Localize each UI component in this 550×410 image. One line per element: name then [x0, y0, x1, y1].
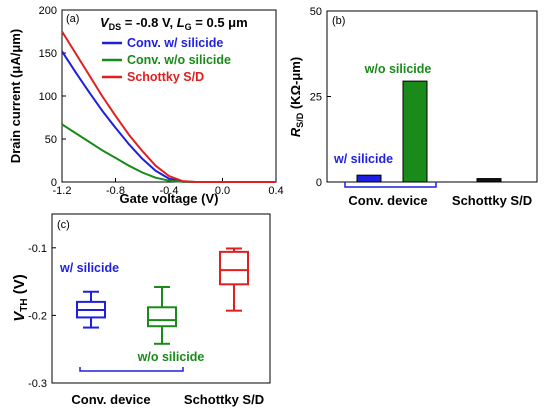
panel-a-series — [61, 30, 276, 183]
panel-b-annotation-without-silicide: w/o silicide — [364, 62, 432, 76]
panel-c-bracket-line — [79, 367, 184, 372]
panel-a-y-tick-label: 50 — [45, 134, 57, 146]
panel-b-y-tick-label: 0 — [316, 177, 322, 189]
panel-a-y-tick-label: 150 — [39, 48, 57, 60]
panel-b-bar-schottky-s-d — [476, 178, 502, 183]
panel-c-box-w-o-silicide — [147, 286, 177, 345]
panel-c-box-schottky-s-d-iqr — [219, 250, 249, 286]
panel-b-bars — [356, 80, 502, 183]
panel-a-line-schottky-s-d — [61, 30, 276, 183]
panel-b-y-tick-label: 50 — [310, 6, 322, 18]
panel-a-legend-entry-conv-w-silicide: Conv. w/ silicide — [127, 36, 223, 50]
panel-c-label: (c) — [57, 219, 70, 231]
panel-a-y-axis-label: Drain current (μA/μm) — [8, 29, 23, 163]
panel-b-y-ticks: 0 25 50 — [310, 6, 331, 189]
panel-a-y-ticks: 0 50 100 150 200 — [39, 5, 66, 189]
panel-b-bar-w-o-silicide — [402, 80, 428, 183]
panel-c-category-schottky: Schottky S/D — [184, 392, 264, 407]
panel-a-x-axis-label: Gate voltage (V) — [120, 191, 219, 206]
panel-b-label: (b) — [332, 15, 345, 27]
panel-c-annotation-with-silicide: w/ silicide — [59, 261, 119, 275]
panel-c-box-schottky-s-d — [219, 247, 249, 312]
panel-a-y-tick-label: 200 — [39, 5, 57, 17]
panel-c-box-w-silicide — [76, 290, 106, 329]
panel-c-annotation-without-silicide: w/o silicide — [137, 350, 205, 364]
panel-a-y-tick-label: 0 — [51, 177, 57, 189]
panel-a-x-tick-label: 0.4 — [268, 185, 283, 197]
panel-a-x-tick-label: -1.2 — [53, 185, 72, 197]
panel-a-legend: Conv. w/ silicide Conv. w/o silicide Schot… — [102, 36, 231, 84]
panel-a-legend-entry-conv-w-o-silicide: Conv. w/o silicide — [127, 53, 231, 67]
panel-b-category-conv-device: Conv. device — [348, 193, 427, 208]
panel-c-threshold-voltage: (c) -0.1 -0.2 -0.3 w/ silicide w/o silicid… — [11, 213, 271, 407]
panel-c-boxes — [76, 247, 249, 345]
panel-a-x-tick-label: -0.8 — [106, 185, 125, 197]
panel-c-frame — [51, 213, 271, 384]
panel-a-title: VDS = -0.8 V, LG = 0.5 μm — [100, 15, 248, 32]
panel-c-y-ticks: -0.1 -0.2 -0.3 — [28, 243, 56, 390]
panel-b-bracket-line — [344, 182, 437, 188]
panel-c-category-conv-device: Conv. device — [71, 392, 150, 407]
panel-c-group-bracket — [79, 367, 184, 372]
panel-b-bar-w-silicide — [356, 174, 382, 183]
panel-b-category-schottky: Schottky S/D — [452, 193, 532, 208]
panel-c-y-axis-label: VTH (V) — [11, 274, 30, 322]
panel-b-y-axis-label: RS/D (KΩ-μm) — [288, 57, 305, 137]
panel-a-y-tick-label: 100 — [39, 91, 57, 103]
panel-b-annotation-with-silicide: w/ silicide — [333, 152, 393, 166]
panel-c-y-tick-label: -0.2 — [28, 310, 47, 322]
panel-a-legend-entry-schottky-s-d: Schottky S/D — [127, 70, 204, 84]
panel-c-y-tick-label: -0.3 — [28, 378, 47, 390]
panel-b-group-bracket — [344, 182, 437, 188]
panel-b-y-tick-label: 25 — [310, 92, 322, 104]
panel-a-line-conv-w-o-silicide — [61, 123, 276, 183]
panel-c-box-w-o-silicide-iqr — [147, 306, 177, 328]
panel-b-series-resistance: (b) 0 25 50 w/ silicide w/o silicide Conv.… — [288, 6, 538, 208]
panel-c-y-tick-label: -0.1 — [28, 243, 47, 255]
panel-a-label: (a) — [66, 13, 79, 25]
panel-a-x-tick-label: -0.4 — [160, 185, 179, 197]
panel-a-drain-current: (a) VDS = -0.8 V, LG = 0.5 μm 0 50 100 150 2… — [8, 5, 284, 206]
panel-a-x-ticks: -1.2 -0.8 -0.4 0.0 0.4 — [53, 178, 284, 197]
panel-a-x-tick-label: 0.0 — [215, 185, 230, 197]
